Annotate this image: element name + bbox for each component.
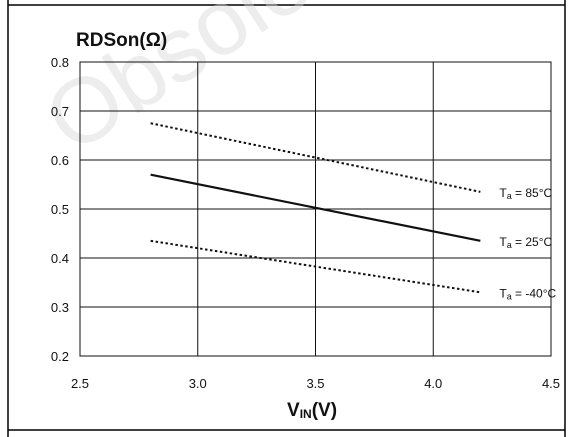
outer-border bbox=[7, 0, 566, 437]
x-axis-title-main: V bbox=[287, 400, 300, 421]
grid-layer: 2.5 3.0 3.5 4.0 4.5 0.8 0.7 0.6 0.5 0.4 0.3 0.2 bbox=[51, 55, 560, 391]
series-line-0 bbox=[150, 122, 481, 193]
y-tick-label-3: 0.5 bbox=[51, 202, 69, 217]
series-label-main-1: T bbox=[499, 235, 507, 249]
x-axis-title-sub: IN bbox=[300, 407, 312, 421]
y-tick-label-2: 0.6 bbox=[51, 153, 69, 168]
y-tick-label-4: 0.4 bbox=[51, 251, 69, 266]
series-label-sub-1: a bbox=[507, 240, 512, 250]
series-label-2: Ta = -40°C bbox=[499, 286, 556, 301]
y-tick-label-0: 0.8 bbox=[51, 55, 69, 70]
x-tick-label-0: 2.5 bbox=[71, 376, 89, 391]
series-label-suffix-1: = 25°C bbox=[512, 235, 553, 249]
series-label-0: Ta = 85°C bbox=[499, 186, 552, 201]
series-label-sub-2: a bbox=[507, 291, 512, 301]
svg-text:Obsolete: Obsolete bbox=[28, 0, 392, 172]
chart-title: RDSon(Ω) bbox=[76, 30, 167, 51]
y-tick-label-6: 0.2 bbox=[51, 349, 69, 364]
series-line-2 bbox=[150, 239, 481, 294]
series-label-suffix-2: = -40°C bbox=[512, 286, 557, 300]
series-label-1: Ta = 25°C bbox=[499, 235, 552, 250]
watermark: Obsolete bbox=[28, 0, 392, 172]
x-tick-label-2: 3.5 bbox=[306, 376, 324, 391]
label-layer: Ta = 85°CTa = 25°CTa = -40°C bbox=[499, 186, 556, 301]
series-label-sub-0: a bbox=[507, 191, 512, 201]
x-axis-title-suffix: (V) bbox=[312, 400, 337, 421]
x-tick-label-1: 3.0 bbox=[189, 376, 207, 391]
x-axis-title: VIN(V) bbox=[287, 400, 337, 421]
y-tick-label-1: 0.7 bbox=[51, 104, 69, 119]
y-tick-label-5: 0.3 bbox=[51, 300, 69, 315]
series-label-main-2: T bbox=[499, 286, 507, 300]
series-label-suffix-0: = 85°C bbox=[512, 186, 553, 200]
x-tick-label-3: 4.0 bbox=[424, 376, 442, 391]
x-tick-label-4: 4.5 bbox=[542, 376, 560, 391]
series-line-1 bbox=[150, 173, 481, 242]
series-label-main-0: T bbox=[499, 186, 507, 200]
series-layer bbox=[150, 122, 481, 294]
